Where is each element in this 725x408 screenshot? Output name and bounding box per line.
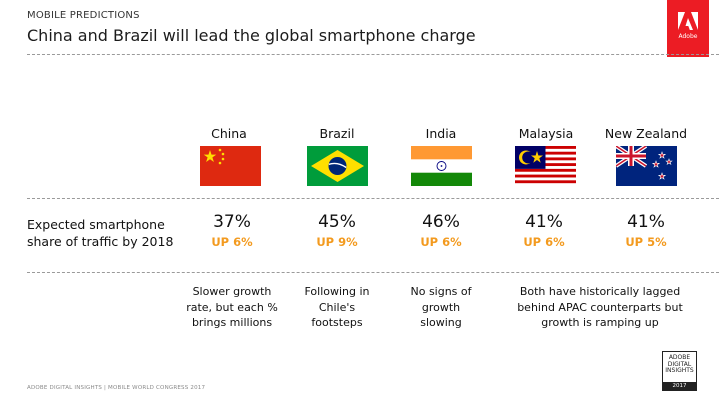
divider-top bbox=[27, 54, 719, 55]
badge-line: ADOBE bbox=[668, 354, 691, 361]
note-line: No signs of bbox=[410, 285, 472, 298]
note-line: footsteps bbox=[311, 316, 363, 329]
note-line: growth is ramping up bbox=[541, 316, 659, 329]
growth-new-zealand: UP 5% bbox=[625, 235, 667, 249]
note-line: Following in bbox=[304, 285, 370, 298]
row-label-line-2: share of traffic by 2018 bbox=[27, 234, 174, 249]
badge-year: 2017 bbox=[663, 382, 696, 390]
brazil-flag bbox=[307, 146, 368, 186]
share-china: 37% bbox=[213, 212, 251, 232]
header-kicker: MOBILE PREDICTIONS bbox=[27, 10, 140, 21]
adobe-digital-insights-badge: ADOBE DIGITAL INSIGHTS 2017 bbox=[662, 351, 697, 391]
badge-line: INSIGHTS bbox=[665, 367, 694, 374]
note-line: behind APAC counterparts but bbox=[517, 300, 683, 314]
note-line: Chile's bbox=[318, 300, 356, 314]
china-flag bbox=[200, 146, 261, 186]
footer-text: ADOBE DIGITAL INSIGHTS | MOBILE WORLD CO… bbox=[27, 385, 206, 391]
malaysia-flag bbox=[515, 146, 576, 186]
new-zealand-flag bbox=[616, 146, 677, 186]
note-line: slowing bbox=[420, 316, 462, 329]
growth-malaysia: UP 6% bbox=[523, 235, 565, 249]
note-malaysia-new-zealand: Both have historically lagged behind APA… bbox=[500, 284, 700, 331]
adobe-logo: Adobe bbox=[667, 0, 709, 57]
india-flag bbox=[411, 146, 472, 186]
adobe-a-icon bbox=[678, 12, 698, 30]
note-china: Slower growth rate, but each % brings mi… bbox=[182, 284, 282, 331]
share-india: 46% bbox=[422, 212, 460, 232]
note-brazil: Following in Chile's footsteps bbox=[287, 284, 387, 331]
country-name-india: India bbox=[425, 126, 457, 141]
note-line: growth bbox=[421, 300, 461, 314]
growth-india: UP 6% bbox=[420, 235, 462, 249]
country-name-china: China bbox=[211, 126, 247, 141]
note-india: No signs of growth slowing bbox=[391, 284, 491, 331]
share-new-zealand: 41% bbox=[627, 212, 665, 232]
row-label: Expected smartphone share of traffic by … bbox=[27, 216, 173, 250]
growth-brazil: UP 9% bbox=[316, 235, 358, 249]
row-label-line-1: Expected smartphone bbox=[27, 217, 165, 232]
divider-lower bbox=[27, 272, 719, 273]
logo-text: Adobe bbox=[678, 33, 698, 40]
divider-mid bbox=[27, 198, 719, 199]
badge-line: DIGITAL bbox=[667, 360, 692, 368]
note-line: rate, but each % bbox=[186, 300, 278, 314]
share-brazil: 45% bbox=[318, 212, 356, 232]
country-name-new-zealand: New Zealand bbox=[604, 126, 688, 141]
note-line: Both have historically lagged bbox=[519, 285, 681, 298]
page-title: China and Brazil will lead the global sm… bbox=[27, 26, 476, 45]
growth-china: UP 6% bbox=[211, 235, 253, 249]
note-line: Slower growth bbox=[192, 285, 272, 298]
note-line: brings millions bbox=[191, 316, 273, 329]
country-name-malaysia: Malaysia bbox=[518, 126, 574, 141]
share-malaysia: 41% bbox=[525, 212, 563, 232]
country-name-brazil: Brazil bbox=[319, 126, 355, 141]
